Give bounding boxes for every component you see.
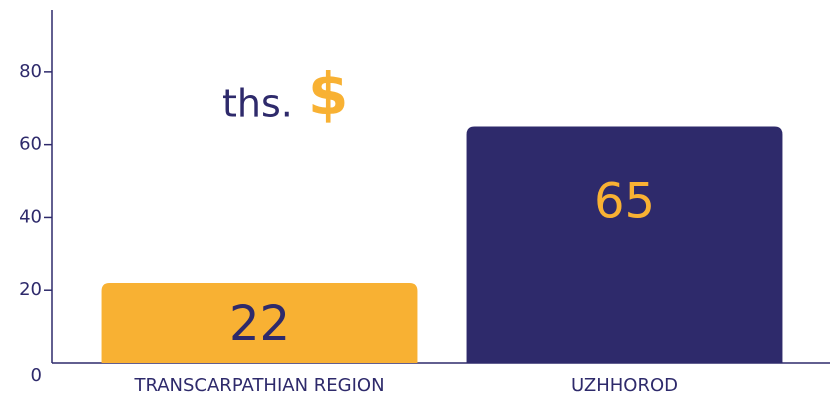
y-tick-label: 20 xyxy=(19,279,42,300)
value-label: 22 xyxy=(229,296,290,352)
bar xyxy=(101,282,418,363)
x-tick-label: UZHHOROD xyxy=(571,375,678,396)
y-tick-label: 0 xyxy=(31,365,42,386)
y-tick-label: 40 xyxy=(19,206,42,227)
bar xyxy=(466,126,783,363)
x-tick-label: TRANSCARPATHIAN REGION xyxy=(133,375,384,396)
y-tick-label: 80 xyxy=(19,61,42,82)
y-tick-label: 60 xyxy=(19,134,42,155)
unit-symbol: $ xyxy=(308,60,348,128)
value-label: 65 xyxy=(594,173,655,229)
unit-text: ths. xyxy=(222,82,293,126)
